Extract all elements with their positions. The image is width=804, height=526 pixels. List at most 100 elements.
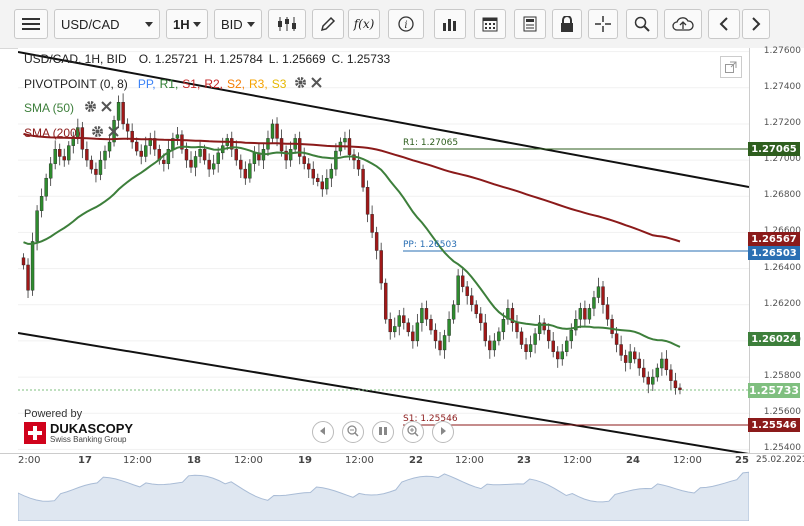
candle	[153, 130, 157, 156]
candle	[642, 359, 646, 383]
candle	[397, 309, 401, 336]
candle	[356, 152, 361, 176]
time-tick-label: 17	[78, 455, 92, 466]
fullscreen-icon[interactable]	[720, 56, 742, 78]
time-axis[interactable]: 2:00 17 12:00 18 12:00 19 12:00 22 12:00 23 12:00 2…	[0, 453, 804, 468]
draw-tool-button[interactable]	[312, 9, 344, 39]
candle	[673, 372, 678, 395]
pivot-label: PIVOTPOINT (0, 8)	[24, 77, 128, 91]
lock-button[interactable]	[552, 9, 582, 39]
candle	[116, 95, 121, 129]
candle	[248, 159, 252, 183]
crosshair-button[interactable]	[588, 9, 618, 39]
gear-icon[interactable]	[84, 100, 97, 116]
candle	[21, 253, 26, 270]
zoom-in-button[interactable]	[402, 421, 424, 443]
pause-button[interactable]	[372, 421, 394, 443]
candle	[103, 145, 107, 169]
upload-button[interactable]	[664, 9, 702, 39]
zoom-out-button[interactable]	[342, 421, 364, 443]
candle	[361, 164, 365, 192]
price-tick-label: 1.27400	[763, 81, 801, 92]
indicators-button[interactable]: f(x)	[348, 9, 380, 39]
gear-icon[interactable]	[294, 76, 307, 92]
scroll-left-button[interactable]	[708, 9, 740, 39]
candle	[474, 300, 478, 319]
candle	[365, 180, 370, 223]
candle	[239, 154, 243, 178]
candle	[660, 352, 664, 376]
menu-icon[interactable]	[14, 9, 48, 39]
candle	[420, 302, 424, 332]
candle	[198, 141, 202, 164]
candle	[501, 312, 506, 340]
time-tick-label: 12:00	[673, 455, 702, 466]
candlestick-icon	[277, 17, 297, 31]
candle	[261, 143, 266, 169]
channel-lower-line	[18, 332, 749, 453]
scroll-forward-button[interactable]	[432, 421, 454, 443]
price-tick-label: 1.25800	[763, 371, 801, 382]
sma200-label: SMA (200)	[24, 126, 81, 140]
navigator-panel[interactable]	[17, 467, 750, 522]
time-tick-label: 2:00	[18, 455, 41, 466]
candle	[107, 134, 112, 158]
chevron-down-icon	[193, 21, 201, 27]
candle	[519, 327, 524, 350]
template-button[interactable]	[514, 9, 546, 39]
price-tick-label: 1.26400	[763, 262, 801, 273]
info-button[interactable]: i	[388, 9, 424, 39]
candle	[506, 299, 510, 325]
symbol-select[interactable]: USD/CAD	[54, 9, 160, 39]
candle	[148, 132, 152, 155]
close-icon[interactable]	[311, 77, 323, 91]
lock-icon	[560, 16, 574, 32]
time-tick-label: 24	[626, 455, 640, 466]
close-icon[interactable]	[101, 101, 112, 115]
close-icon[interactable]	[107, 126, 119, 140]
candle	[89, 155, 94, 174]
candle	[58, 143, 62, 166]
chart-canvas[interactable]: R1: 1.27065 PP: 1.26503 S1: 1.25546	[18, 48, 749, 453]
candle	[637, 352, 641, 376]
svg-text:i: i	[404, 20, 407, 31]
calendar-button[interactable]	[474, 9, 506, 39]
calendar-icon	[482, 16, 498, 32]
time-tick-label: 18	[187, 455, 201, 466]
candle	[546, 323, 551, 349]
sma50-price-tag: 1.26024	[748, 332, 800, 346]
chart-type-button[interactable]	[268, 9, 306, 39]
candle	[243, 161, 248, 185]
candle	[438, 332, 442, 356]
price-side-label: BID	[221, 16, 243, 32]
candle	[465, 281, 469, 305]
zoom-out-icon	[347, 424, 359, 440]
candle	[614, 326, 619, 353]
gear-icon[interactable]	[91, 125, 104, 141]
chevron-down-icon	[145, 21, 153, 27]
candle	[605, 296, 610, 326]
chevron-left-icon	[719, 17, 729, 31]
swiss-cross-logo	[24, 422, 46, 444]
candle	[601, 281, 605, 314]
pencil-icon	[320, 16, 336, 32]
zoom-button[interactable]	[626, 9, 658, 39]
candle	[94, 162, 98, 183]
candle	[492, 333, 497, 357]
price-side-select[interactable]: BID	[214, 9, 262, 39]
candle	[460, 266, 465, 293]
dukascopy-branding: Powered by DUKASCOPY Swiss Banking Group	[24, 408, 133, 444]
symbol-label: USD/CAD	[61, 16, 120, 32]
scroll-right-button[interactable]	[742, 9, 770, 39]
candle	[592, 290, 596, 317]
time-tick-label: 23	[517, 455, 531, 466]
candle	[166, 140, 171, 170]
candle	[370, 205, 374, 239]
scroll-back-button[interactable]	[312, 421, 334, 443]
candle	[456, 269, 460, 313]
pivot-legend: PIVOTPOINT (0, 8) PP, R1, S1, R2, S2, R3…	[24, 76, 323, 92]
candle	[406, 318, 411, 337]
volume-button[interactable]	[434, 9, 466, 39]
navigator-area	[17, 471, 750, 522]
timeframe-select[interactable]: 1H	[166, 9, 208, 39]
